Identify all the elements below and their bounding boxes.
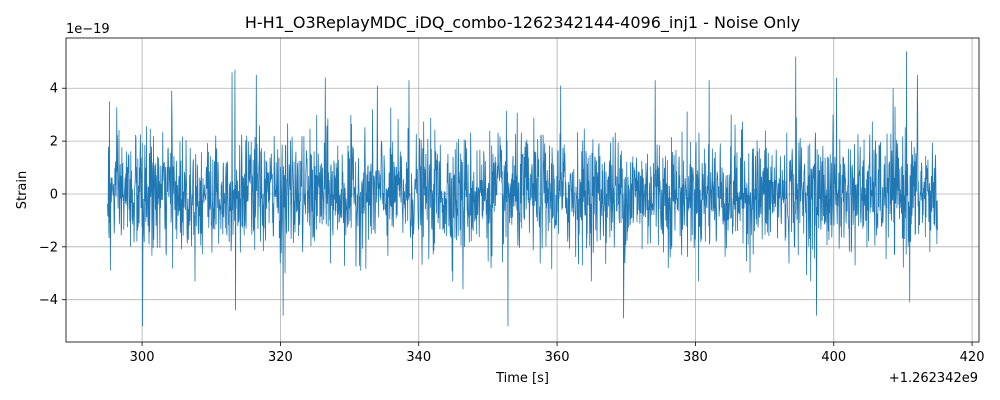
series-line (107, 51, 938, 327)
x-tick-label: 360 (545, 350, 570, 365)
y-axis-scale-label: 1e−19 (66, 22, 110, 37)
chart-title: H-H1_O3ReplayMDC_iDQ_combo-1262342144-40… (245, 13, 800, 33)
x-tick-label: 300 (130, 350, 155, 365)
x-axis-label: Time [s] (495, 371, 549, 386)
y-tick-label: 4 (50, 82, 58, 97)
x-axis-offset-label: +1.262342e9 (889, 371, 978, 386)
y-axis-label: Strain (15, 171, 30, 210)
x-axis: 300 320 340 360 380 400 420 (130, 342, 985, 365)
y-tick-label: −2 (39, 240, 58, 255)
plot-area (65, 37, 980, 343)
y-tick-label: 0 (50, 187, 58, 202)
y-tick-label: −4 (39, 293, 58, 308)
x-tick-label: 340 (406, 350, 431, 365)
x-tick-label: 320 (268, 350, 293, 365)
x-tick-label: 420 (960, 350, 985, 365)
x-tick-label: 380 (683, 350, 708, 365)
x-tick-label: 400 (821, 350, 846, 365)
y-axis: −4 −2 0 2 4 (39, 82, 66, 308)
y-tick-label: 2 (50, 135, 58, 150)
series-strain (107, 51, 938, 327)
